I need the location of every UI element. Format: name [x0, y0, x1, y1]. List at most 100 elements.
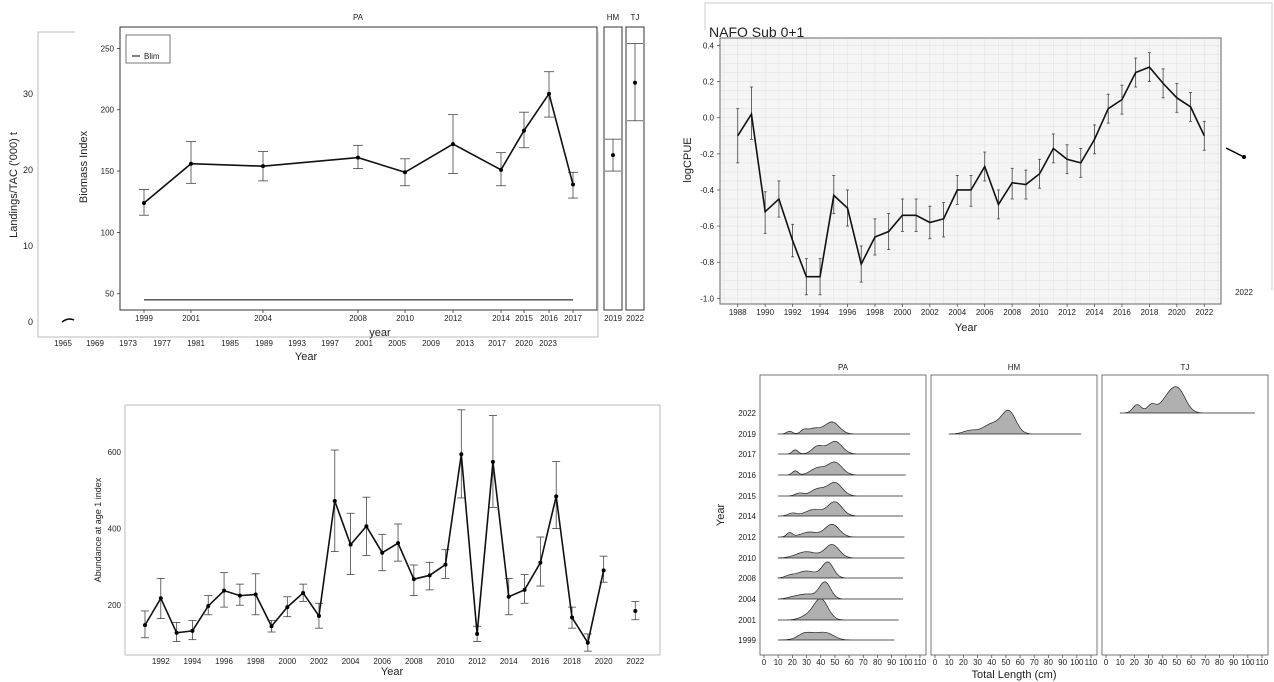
landings-xtick-label: 1973 — [119, 339, 137, 348]
cpue-plot-area — [719, 37, 1222, 305]
abundance-point — [411, 577, 416, 582]
abundance-point — [301, 590, 306, 595]
abundance-ytick-label: 200 — [108, 601, 122, 610]
length-ytick-label: 2019 — [738, 430, 756, 439]
length-ridge-pa-2017 — [778, 440, 911, 455]
cpue-xtick-label: 2020 — [1168, 308, 1186, 317]
biomass-pa-point — [261, 164, 265, 169]
length-xtick-label: 110 — [914, 658, 927, 667]
abundance-point — [490, 459, 495, 464]
cpue-xtick-label: 2004 — [948, 308, 966, 317]
length-ridge-pa-2010 — [777, 544, 905, 559]
abundance-xtick-label: 2022 — [626, 657, 644, 666]
length-xtick-label: 110 — [1085, 658, 1098, 667]
biomass-strip-pa: PA — [353, 13, 364, 22]
length-xtick-label: 100 — [899, 658, 913, 667]
abundance-point — [585, 640, 590, 645]
biomass-xtick-label: 2008 — [349, 314, 367, 323]
cpue-xtick-label: 2008 — [1003, 308, 1021, 317]
length-ytick-label: 2016 — [738, 471, 756, 480]
cpue-xtick-label: 1994 — [811, 308, 829, 317]
landings-ylabel: Landings/TAC ('000) t — [8, 132, 20, 238]
cpue-xtick-label: 2012 — [1058, 308, 1076, 317]
abundance-point — [538, 560, 543, 565]
abundance-xtick-label: 2010 — [437, 657, 455, 666]
length-xtick-label: 20 — [959, 658, 968, 667]
abundance-xtick-label: 2008 — [405, 657, 423, 666]
abundance-point — [190, 628, 195, 633]
length-y-axis-ticks: 1999 2001 2004 2008 2010 2012 2014 2015 2016 2017… — [738, 409, 756, 645]
length-xlabel: Total Length (cm) — [972, 669, 1057, 681]
length-ytick-label: 2017 — [738, 450, 756, 459]
cpue-xtick-label: 1998 — [866, 308, 884, 317]
length-xtick-label: 30 — [973, 658, 982, 667]
abundance-plot-area — [124, 404, 661, 656]
length-xtick-label: 80 — [1215, 658, 1224, 667]
length-xtick-label: 0 — [762, 658, 767, 667]
abundance-line — [144, 454, 605, 645]
biomass-tj-plot — [625, 26, 645, 311]
biomass-pa-point — [189, 161, 193, 166]
biomass-ytick-label: 250 — [101, 44, 115, 53]
abundance-point — [332, 499, 337, 504]
length-ytick-label: 2008 — [738, 574, 756, 583]
length-xtick-label: 90 — [887, 658, 896, 667]
abundance-point — [237, 593, 242, 598]
biomass-xtick-label: 2016 — [540, 314, 558, 323]
abundance-xtick-label: 1998 — [247, 657, 265, 666]
cpue-background-frame — [704, 2, 1273, 290]
cpue-ylabel: logCPUE — [682, 137, 694, 182]
abundance-xlabel: Year — [381, 666, 404, 678]
cpue-chart: NAFO Sub 0+1 -1.0 -0.8 -0.6 -0.4 -0.2 0.0 0.2 0… — [682, 2, 1273, 334]
length-xtick-label: 90 — [1229, 658, 1238, 667]
biomass-hm-xtick: 2019 — [604, 314, 622, 323]
cpue-xtick-label: 2002 — [921, 308, 939, 317]
length-ytick-label: 2004 — [738, 595, 756, 604]
biomass-xtick-label: 2014 — [492, 314, 510, 323]
landings-xtick-label: 1977 — [153, 339, 171, 348]
abundance-point — [380, 550, 385, 555]
abundance-point — [174, 630, 179, 635]
biomass-pa-point — [547, 91, 551, 96]
biomass-ytick-label: 200 — [101, 106, 115, 115]
abundance-xtick-label: 1994 — [184, 657, 202, 666]
abundance-point — [364, 524, 369, 529]
length-xtick-label: 40 — [987, 658, 996, 667]
landings-ytick-30: 30 — [23, 89, 33, 99]
length-xtick-label: 70 — [1030, 658, 1039, 667]
landings-xtick-label: 2023 — [539, 339, 557, 348]
biomass-legend-blim: Blim — [144, 52, 160, 61]
cpue-extra-segment — [1225, 147, 1245, 158]
abundance-xtick-label: 2012 — [468, 657, 486, 666]
biomass-pa-series — [139, 71, 578, 216]
abundance-point — [222, 588, 227, 593]
abundance-ylabel: Abundance at age 1 index — [93, 477, 103, 582]
length-ridge-pa-2014 — [777, 501, 903, 517]
length-ytick-label: 2001 — [738, 616, 756, 625]
length-ridge-pa-2016 — [778, 461, 906, 476]
length-ylabel: Year — [715, 504, 727, 527]
biomass-pa-point — [451, 142, 455, 147]
length-ytick-label: 2012 — [738, 533, 756, 542]
length-xtick-label: 50 — [1172, 658, 1181, 667]
cpue-series — [736, 52, 1206, 296]
abundance-xtick-label: 2016 — [531, 657, 549, 666]
length-tj-panel — [1101, 374, 1269, 656]
length-ridge-hm-2019 — [948, 409, 1082, 435]
length-xtick-label: 100 — [1070, 658, 1084, 667]
abundance-point — [158, 596, 163, 601]
biomass-xtick-label: 1999 — [135, 314, 153, 323]
cpue-ytick-label: -0.8 — [700, 258, 714, 267]
biomass-ylabel: Biomass Index — [78, 130, 90, 203]
cpue-xtick-label: 2018 — [1140, 308, 1158, 317]
length-xtick-label: 50 — [1001, 658, 1010, 667]
length-xtick-label: 60 — [845, 658, 854, 667]
landings-xtick-label: 1981 — [187, 339, 205, 348]
length-xtick-label: 0 — [933, 658, 938, 667]
abundance-point — [206, 603, 211, 608]
length-xtick-label: 20 — [1130, 658, 1139, 667]
cpue-ytick-label: -0.4 — [700, 186, 714, 195]
cpue-xtick-label: 1988 — [729, 308, 747, 317]
length-ridge-pa-2019 — [777, 421, 911, 435]
cpue-xtick-label: 2010 — [1031, 308, 1049, 317]
